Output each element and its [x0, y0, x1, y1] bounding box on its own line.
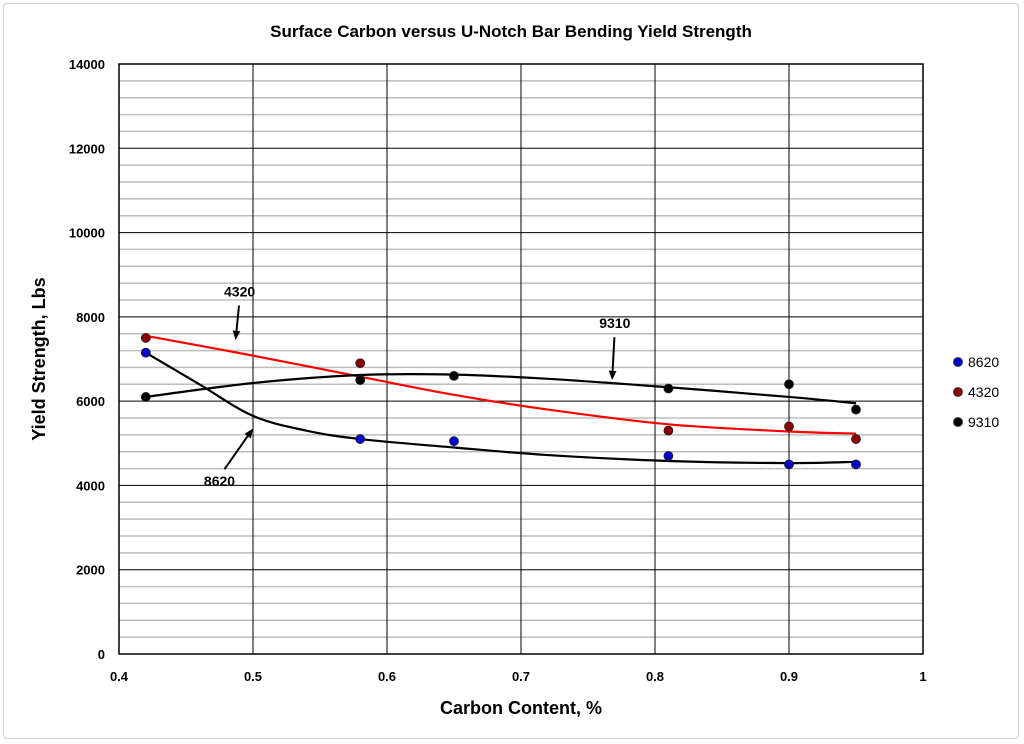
legend-label: 9310 — [968, 414, 999, 430]
y-tick-label: 0 — [98, 647, 105, 662]
data-point-9310 — [140, 392, 151, 402]
x-tick-label: 0.6 — [378, 669, 396, 684]
x-tick-label: 1 — [919, 669, 926, 684]
legend-marker-8620 — [953, 357, 963, 367]
data-point-9310 — [663, 383, 674, 394]
y-tick-label: 14000 — [69, 57, 105, 72]
y-tick-label: 8000 — [76, 310, 105, 325]
annotation-label: 9310 — [599, 315, 630, 331]
data-point-4320 — [355, 358, 366, 369]
chart-frame — [3, 3, 1019, 739]
data-point-9310 — [851, 404, 861, 415]
arrowhead-icon — [232, 330, 241, 341]
data-point-9310 — [449, 370, 459, 381]
x-tick-label: 0.9 — [780, 669, 798, 684]
data-point-9310 — [355, 375, 366, 385]
y-tick-label: 10000 — [69, 226, 105, 241]
chart-title: Surface Carbon versus U-Notch Bar Bendin… — [270, 22, 752, 41]
data-point-4320 — [851, 434, 861, 444]
legend-label: 8620 — [968, 354, 999, 370]
annotation-arrow — [235, 305, 240, 335]
x-axis-label: Carbon Content, % — [440, 698, 602, 718]
x-tick-label: 0.7 — [512, 669, 530, 684]
trendline-9310 — [145, 372, 857, 405]
data-point-8620 — [851, 459, 861, 470]
arrowhead-icon — [244, 428, 253, 439]
data-point-8620 — [355, 434, 366, 444]
data-point-8620 — [784, 459, 794, 470]
x-tick-label: 0.5 — [244, 669, 262, 684]
legend-marker-4320 — [953, 387, 963, 397]
data-point-4320 — [140, 333, 151, 343]
trendline-4320 — [145, 334, 857, 435]
legend-label: 4320 — [968, 384, 999, 400]
trendline-8620 — [145, 351, 857, 465]
annotation-arrow — [223, 432, 251, 470]
data-point-8620 — [449, 436, 459, 447]
legend-marker-9310 — [953, 417, 963, 427]
annotation-arrow — [611, 337, 616, 375]
x-tick-label: 0.4 — [110, 669, 129, 684]
annotation-label: 8620 — [204, 473, 235, 489]
annotation-label: 4320 — [224, 284, 255, 300]
data-point-4320 — [784, 421, 794, 432]
data-point-9310 — [784, 379, 794, 390]
data-point-8620 — [663, 451, 674, 461]
x-tick-label: 0.8 — [646, 669, 664, 684]
y-tick-label: 12000 — [69, 141, 105, 156]
y-tick-label: 4000 — [76, 478, 105, 493]
arrowhead-icon — [608, 370, 617, 381]
plot-area — [118, 63, 924, 655]
y-tick-label: 2000 — [76, 563, 105, 578]
y-tick-label: 6000 — [76, 394, 105, 409]
data-point-4320 — [663, 425, 674, 436]
data-point-8620 — [140, 347, 151, 358]
y-axis-label: Yield Strength, Lbs — [29, 277, 49, 440]
